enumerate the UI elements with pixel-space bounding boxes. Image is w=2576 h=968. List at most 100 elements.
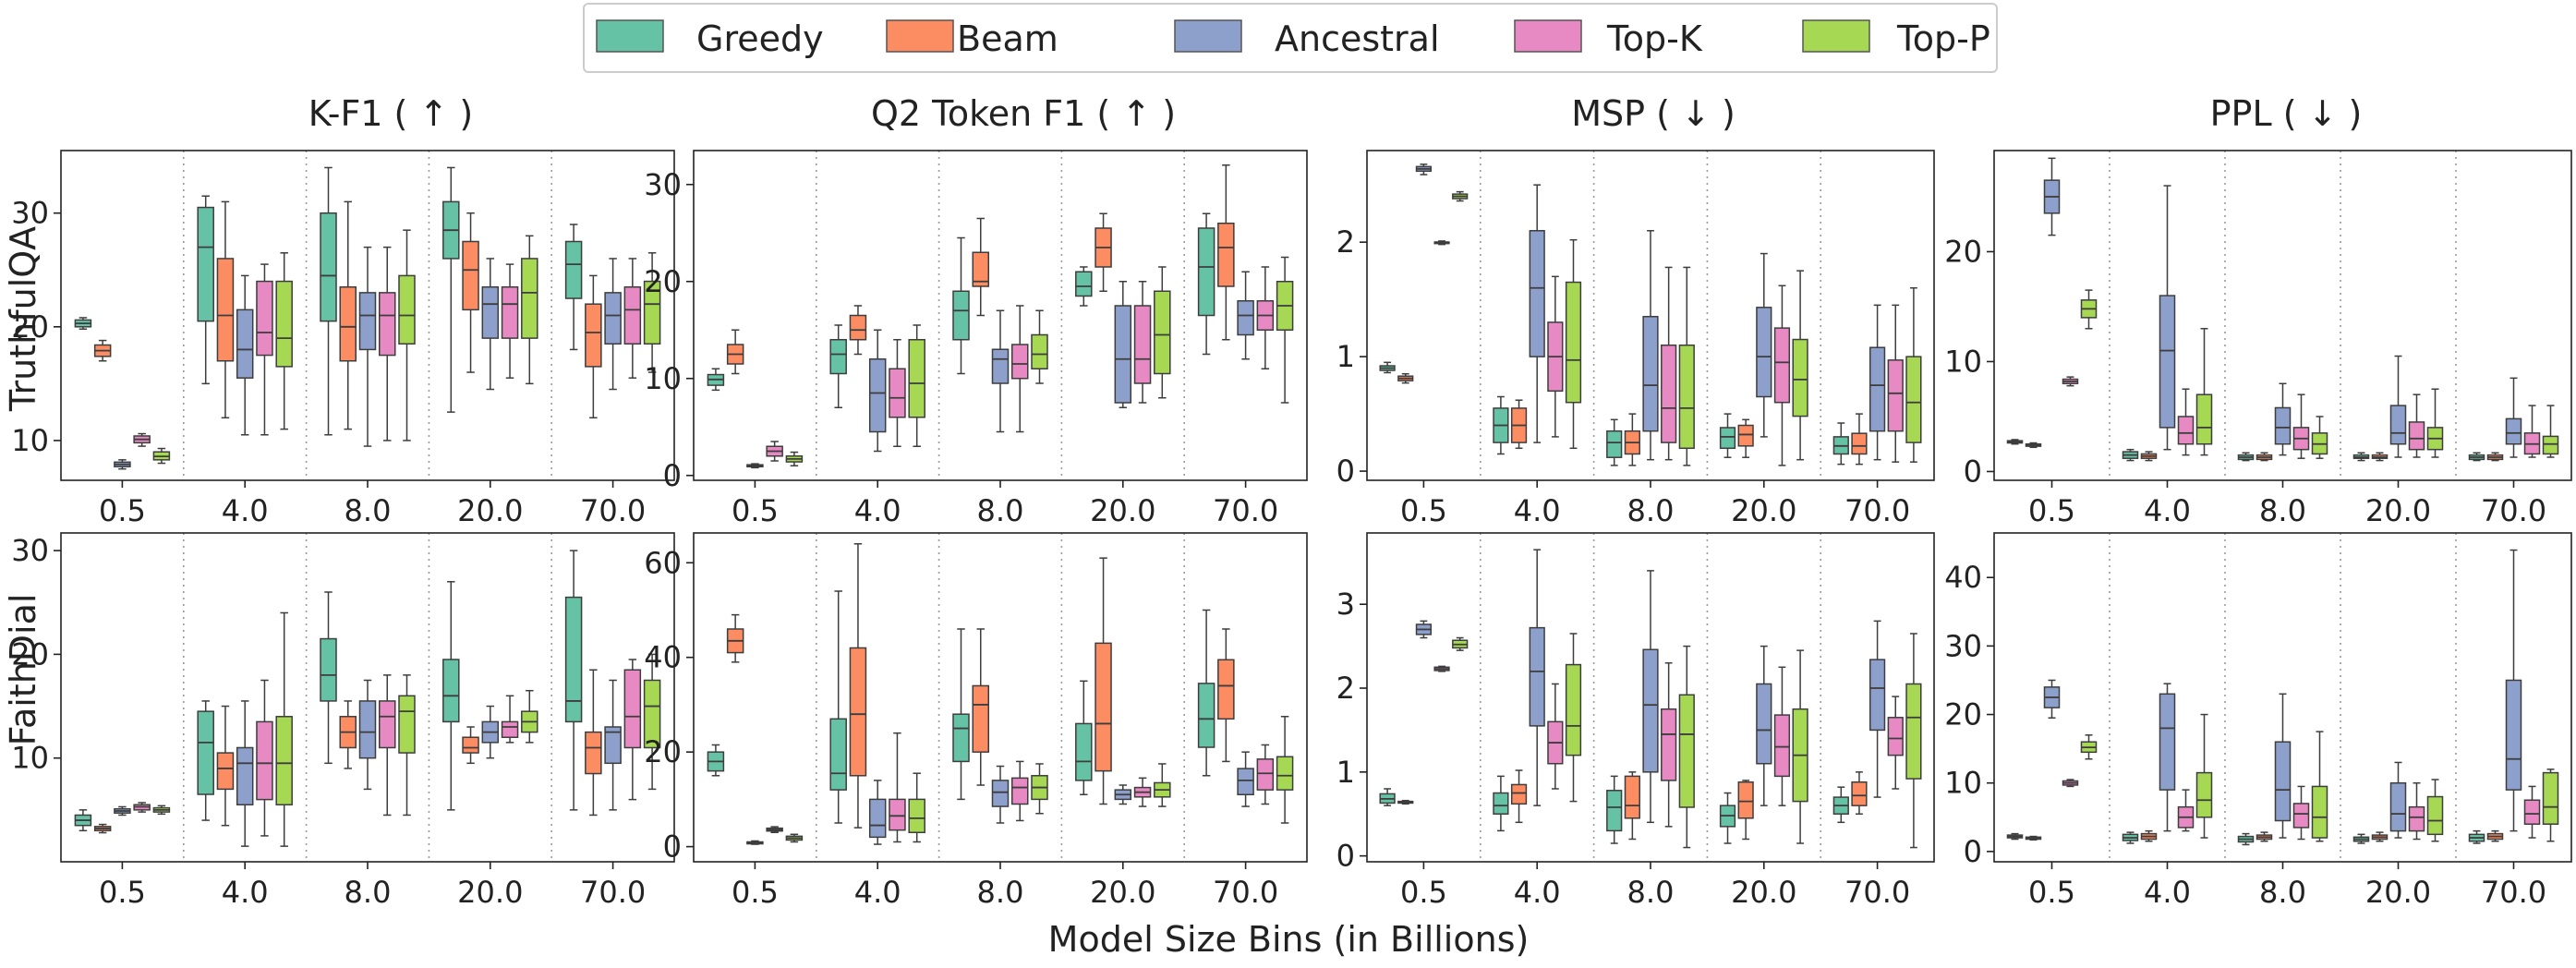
box-top-p-8.0 xyxy=(2311,785,2328,839)
box-ancestral-70.0 xyxy=(2505,417,2522,445)
box-ancestral-70.0 xyxy=(2505,679,2522,791)
y-tick-label: 1 xyxy=(1336,339,1355,374)
x-tick-label: 20.0 xyxy=(457,875,523,910)
column-title-ppl: PPL ( ↓ ) xyxy=(2210,93,2363,134)
box-top-p-8.0 xyxy=(398,274,416,345)
legend-label-ancestral: Ancestral xyxy=(1275,18,1440,59)
y-tick-label: 40 xyxy=(644,640,682,675)
legend-swatch-topp xyxy=(1802,19,1870,53)
x-tick-label: 8.0 xyxy=(977,493,1024,528)
box-beam-8.0 xyxy=(339,285,357,362)
y-tick-label: 0 xyxy=(663,829,682,865)
y-tick-label: 10 xyxy=(1944,766,1982,801)
box-ancestral-20.0 xyxy=(481,285,500,339)
y-tick-label: 20 xyxy=(11,636,49,672)
box-ancestral-70.0 xyxy=(1869,659,1886,732)
box-ancestral-8.0 xyxy=(2274,406,2292,445)
box-top-p-8.0 xyxy=(398,695,416,754)
box-beam-4.0 xyxy=(849,314,867,341)
x-tick-label: 8.0 xyxy=(1627,493,1675,528)
box-top-p-8.0 xyxy=(1678,694,1695,808)
box-greedy-8.0 xyxy=(1606,790,1623,832)
box-top-k-70.0 xyxy=(623,669,642,749)
box-beam-8.0 xyxy=(972,684,990,753)
y-tick-label: 10 xyxy=(644,361,682,396)
x-tick-label: 4.0 xyxy=(222,875,269,910)
x-tick-label: 4.0 xyxy=(854,875,901,910)
box-top-p-70.0 xyxy=(1276,756,1294,791)
box-top-k-4.0 xyxy=(889,798,906,831)
box-ancestral-8.0 xyxy=(358,292,377,351)
legend-label-beam: Beam xyxy=(957,18,1058,59)
x-tick-label: 70.0 xyxy=(1844,493,1910,528)
x-tick-label: 4.0 xyxy=(222,493,269,528)
box-ancestral-4.0 xyxy=(1529,626,1545,727)
x-tick-label: 0.5 xyxy=(2028,493,2075,528)
box-greedy-4.0 xyxy=(1493,792,1509,815)
x-tick-label: 4.0 xyxy=(1514,493,1561,528)
box-ancestral-8.0 xyxy=(2274,741,2292,822)
box-greedy-70.0 xyxy=(564,596,583,723)
x-tick-label: 20.0 xyxy=(1731,875,1796,910)
box-greedy-20.0 xyxy=(442,659,460,723)
row-label-faithdial: FaithDial xyxy=(3,594,43,746)
box-top-p-20.0 xyxy=(1154,290,1171,375)
column-title-q2-token-f1: Q2 Token F1 ( ↑ ) xyxy=(871,93,1176,134)
box-top-k-20.0 xyxy=(501,720,519,738)
box-top-k-70.0 xyxy=(2523,799,2541,825)
box-top-k-20.0 xyxy=(2408,805,2425,832)
legend-label-greedy: Greedy xyxy=(696,18,824,59)
panel-truthfulqa-q2-token-f1: 0 10 20 30 0.5 4.0 8.0 20.0 70.0 xyxy=(644,150,1308,528)
y-tick-label: 60 xyxy=(644,545,682,580)
column-title-msp: MSP ( ↓ ) xyxy=(1571,93,1735,134)
y-tick-label: 10 xyxy=(11,423,49,458)
y-tick-label: 10 xyxy=(1944,344,1982,379)
y-tick-label: 2 xyxy=(1336,224,1355,260)
x-tick-label: 8.0 xyxy=(1627,875,1675,910)
box-top-p-70.0 xyxy=(643,679,661,749)
box-top-k-4.0 xyxy=(256,280,273,357)
box-ancestral-8.0 xyxy=(1642,648,1659,773)
box-top-p-4.0 xyxy=(1565,663,1582,756)
x-tick-label: 70.0 xyxy=(1844,875,1910,910)
box-beam-4.0 xyxy=(849,647,867,777)
box-greedy-4.0 xyxy=(829,718,847,791)
box-greedy-8.0 xyxy=(320,637,337,702)
y-tick-label: 20 xyxy=(11,309,49,345)
legend: Greedy Beam Ancestral Top-K Top-P xyxy=(583,3,1998,73)
box-greedy-70.0 xyxy=(1197,227,1215,317)
box-top-p-70.0 xyxy=(2542,771,2559,825)
panel-truthfulqa-msp: 0 1 2 0.5 4.0 8.0 20.0 70.0 xyxy=(1336,150,1935,528)
legend-swatch-greedy xyxy=(596,19,664,53)
x-tick-label: 0.5 xyxy=(1400,493,1447,528)
x-tick-label: 4.0 xyxy=(854,493,901,528)
legend-swatch-ancestral xyxy=(1174,19,1242,53)
box-greedy-20.0 xyxy=(1075,722,1093,781)
y-tick-label: 0 xyxy=(1336,839,1355,874)
x-tick-label: 70.0 xyxy=(1213,493,1278,528)
box-ancestral-4.0 xyxy=(236,309,254,379)
x-tick-label: 4.0 xyxy=(2144,493,2191,528)
box-greedy-8.0 xyxy=(952,290,970,341)
x-tick-label: 0.5 xyxy=(732,493,779,528)
x-axis-label: Model Size Bins (in Billions) xyxy=(1048,919,1530,960)
panel-truthfulqa-kf1: 10 20 30 0.5 4.0 8.0 20.0 70.0 xyxy=(11,150,675,528)
y-tick-label: 20 xyxy=(1944,234,1982,269)
box-top-p-70.0 xyxy=(2542,435,2559,455)
y-tick-label: 20 xyxy=(644,264,682,299)
box-top-p-70.0 xyxy=(1905,683,1922,780)
y-tick-label: 40 xyxy=(1944,560,1982,595)
box-beam-20.0 xyxy=(1737,424,1754,447)
box-top-p-4.0 xyxy=(275,716,293,805)
box-top-k-70.0 xyxy=(1887,359,1904,432)
box-greedy-8.0 xyxy=(952,713,970,763)
y-tick-label: 0 xyxy=(663,458,682,493)
box-greedy-20.0 xyxy=(1075,271,1093,297)
box-top-p-4.0 xyxy=(2195,771,2213,818)
x-tick-label: 20.0 xyxy=(457,493,523,528)
box-ancestral-8.0 xyxy=(991,348,1010,384)
box-ancestral-20.0 xyxy=(2389,405,2407,445)
box-ancestral-20.0 xyxy=(1756,683,1772,765)
y-tick-label: 30 xyxy=(644,167,682,202)
x-tick-label: 0.5 xyxy=(2028,875,2075,910)
